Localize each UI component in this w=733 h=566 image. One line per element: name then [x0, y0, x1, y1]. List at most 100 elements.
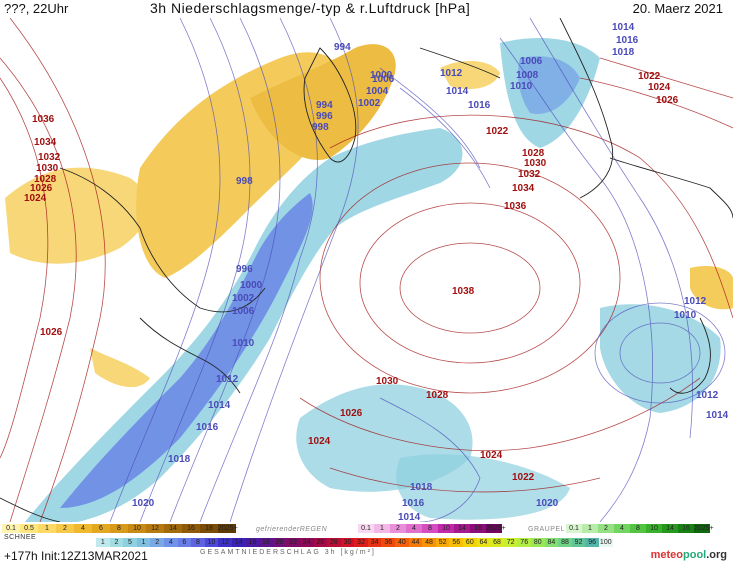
legend-swatch: 30: [340, 538, 355, 547]
legend-swatch: 1: [582, 524, 598, 533]
legend-swatch: 2: [109, 538, 124, 547]
legend-swatch: 10: [204, 538, 219, 547]
legend-swatch: 1: [96, 538, 110, 547]
legend-swatch: 8: [630, 524, 646, 533]
isobar-label: 1028: [34, 174, 57, 185]
isobar-label: 1028: [426, 390, 449, 401]
legend-swatch: 12: [218, 538, 232, 547]
coastlines: [0, 18, 733, 522]
isobar-label: 1022: [512, 472, 535, 483]
isobar-label: 1004: [366, 86, 389, 97]
legend-swatch: 48: [422, 538, 436, 547]
legend-swatch: 26: [313, 538, 328, 547]
isobar-label: 1012: [440, 68, 463, 79]
legend-swatch: 6: [177, 538, 192, 547]
legend-swatch: 20: [272, 538, 287, 547]
legend-swatch: 2: [150, 538, 164, 547]
isobar-label: 1016: [616, 35, 639, 46]
isobar-label: 1000: [370, 70, 393, 81]
isobar-label: 996: [236, 264, 253, 275]
legend-swatch: 12: [146, 524, 164, 533]
brand-part-a: meteo: [650, 549, 683, 561]
isobar-label: 1024: [308, 436, 331, 447]
legend-swatch: 1: [38, 524, 56, 533]
legend-swatch: 10: [646, 524, 662, 533]
snow-scale: 0.1 0.5 1 2 4 6 8 10 12 14 16 18 2025+: [2, 524, 238, 533]
legend-swatch: 68: [490, 538, 504, 547]
brand-part-c: .org: [706, 549, 727, 561]
legend-swatch: 2: [390, 524, 406, 533]
isobar-label: 998: [312, 122, 329, 133]
isobar-label: 1032: [38, 152, 61, 163]
isobar-label: 1024: [480, 450, 503, 461]
isobar-label: 1010: [232, 338, 255, 349]
isobar-label: 1010: [674, 310, 697, 321]
legend-swatch: 0.1: [566, 524, 582, 533]
map-title: 3h Niederschlagsmenge/-typ & r.Luftdruck…: [150, 0, 471, 16]
legend-swatch: 16: [678, 524, 694, 533]
isobar-label: 1016: [196, 422, 219, 433]
legend-swatch: 4: [614, 524, 630, 533]
isobar-label: 1022: [638, 71, 661, 82]
freezing-rain-scale: 0.1 1 2 4 8 10 14 16 2025+: [358, 524, 506, 533]
snow-scale-label: SCHNEE: [4, 534, 37, 541]
legend-swatch: 10: [438, 524, 454, 533]
legend-swatch: 8: [110, 524, 128, 533]
legend-swatch: 0.1: [358, 524, 374, 533]
isobar-label: 1012: [684, 296, 707, 307]
isobar-label: 1008: [516, 70, 539, 81]
legend-swatch: 14: [662, 524, 678, 533]
legend-swatch: 40: [395, 538, 409, 547]
meteopool-logo[interactable]: meteopool.org: [651, 549, 727, 561]
isobar-label: 1020: [536, 498, 559, 509]
legend-swatch: 36: [381, 538, 396, 547]
isobar-label: 1002: [358, 98, 381, 109]
map-header: ???, 22Uhr 3h Niederschlagsmenge/-typ & …: [0, 0, 733, 18]
isobar-label: 1012: [216, 374, 239, 385]
isobar-label: 1030: [376, 376, 399, 387]
isobar-label: 1036: [32, 114, 55, 125]
isobar-label: 1026: [656, 95, 679, 106]
legend-swatch: 16: [182, 524, 200, 533]
legend-swatch: 2: [598, 524, 614, 533]
isobar-label-layer: 994 994 996 998 998 1000 1002 1004 1006 …: [24, 22, 729, 522]
legend-swatch: 16: [245, 538, 260, 547]
legend-swatch: 56: [449, 538, 464, 547]
isobar-label: 1026: [30, 183, 53, 194]
isobar-label: 1012: [696, 390, 719, 401]
isobar-label: 1018: [410, 482, 433, 493]
legend-swatch: 96: [585, 538, 599, 547]
legend-swatch: 72: [503, 538, 518, 547]
isobar-label: 1030: [524, 158, 547, 169]
isobar-label: 1016: [402, 498, 425, 509]
isobar-label: 1014: [398, 512, 421, 522]
total-precip-label: GESAMTNIEDERSCHLAG 3h [kg/m²]: [200, 549, 376, 556]
total-precip-scale: 1 2 5 1 2 4 6 8 10 12 14 16 18 20 22 24 26 28 30 32 34 36 40 44…: [96, 538, 613, 547]
precipitation-pressure-map: 994 994 996 998 998 1000 1002 1004 1006 …: [0, 18, 733, 522]
isobar-label: 1026: [340, 408, 363, 419]
forecast-time-label: ???, 22Uhr: [4, 1, 69, 16]
snow-precip-areas: [5, 44, 500, 388]
freezing-rain-label: gefrierenderREGEN: [256, 526, 328, 533]
isobar-label: 1018: [612, 47, 635, 58]
isobar-label: 1014: [612, 22, 635, 33]
isobar-label: 1020: [132, 498, 155, 509]
isobar-label: 1036: [504, 201, 527, 212]
isobar-label: 1014: [706, 410, 729, 421]
graupel-scale: 0.1 1 2 4 8 10 14 16 2025+: [566, 524, 714, 533]
legend-swatch: 6: [92, 524, 110, 533]
forecast-date: 20. Maerz 2021: [632, 1, 723, 16]
isobar-label: 1032: [518, 169, 541, 180]
isobar-label: 1016: [468, 100, 491, 111]
legend-swatch: 28: [327, 538, 341, 547]
legend-swatch: 14: [231, 538, 246, 547]
legend-swatch: 34: [367, 538, 382, 547]
rain-precip-areas: [24, 38, 733, 522]
isobar-label: 1018: [168, 454, 191, 465]
legend-swatch: 88: [558, 538, 572, 547]
isobar-lines: [0, 18, 733, 522]
isobar-label: 1026: [40, 327, 63, 338]
legend-swatch: 14: [454, 524, 470, 533]
legend-swatch: 16: [470, 524, 486, 533]
